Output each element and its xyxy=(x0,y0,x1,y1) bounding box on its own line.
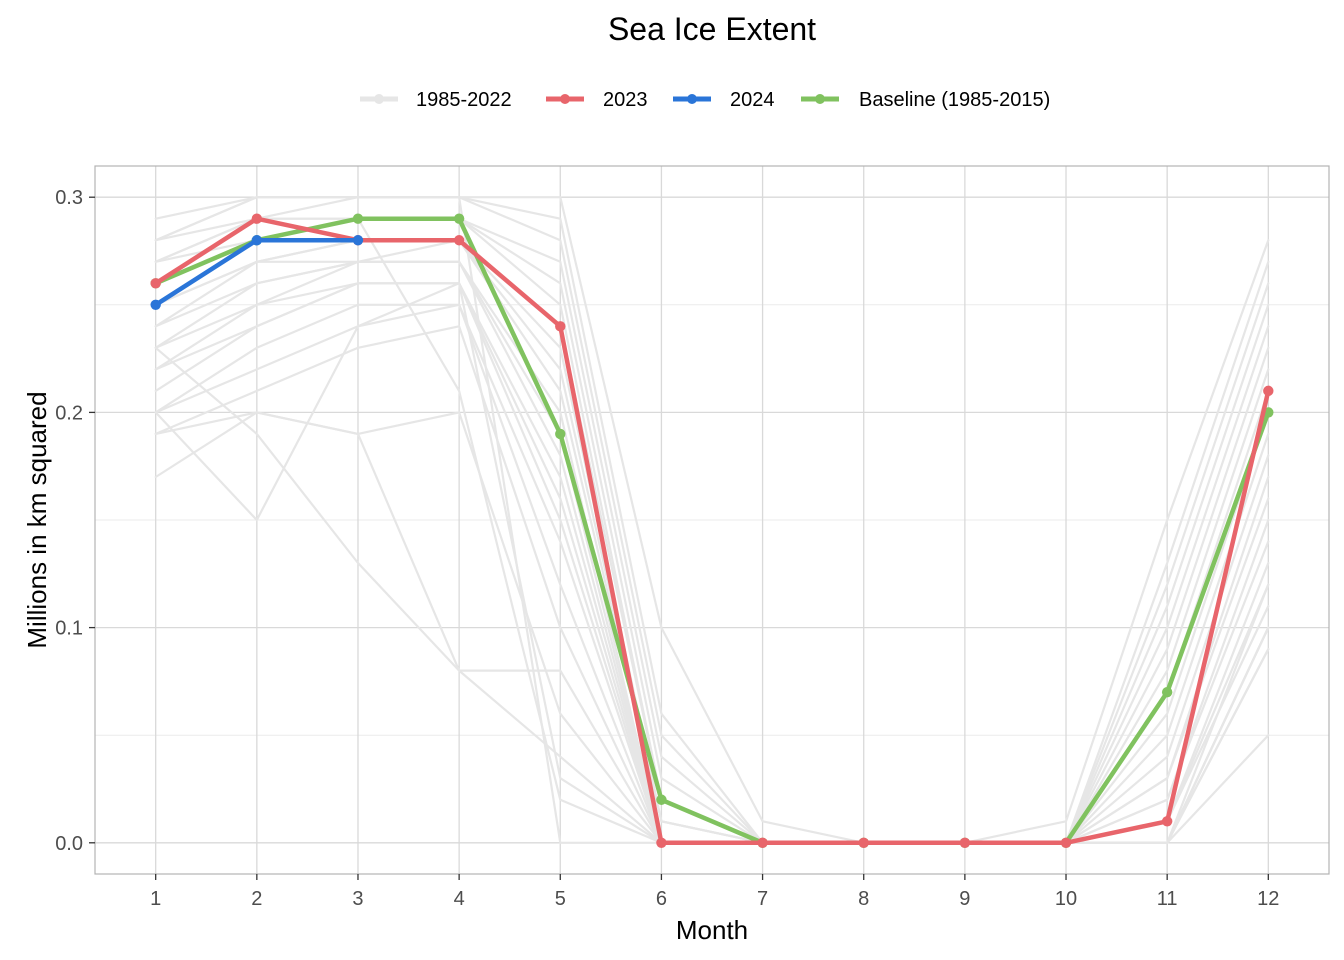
data-point xyxy=(453,213,465,224)
data-point xyxy=(555,321,566,332)
background-year-line xyxy=(154,217,1270,844)
y-tick-label: 0.1 xyxy=(55,618,83,640)
data-point xyxy=(757,837,768,848)
data-point xyxy=(959,837,971,848)
background-year-line xyxy=(154,217,1270,844)
y-tick-label: 0.3 xyxy=(55,187,83,209)
data-point xyxy=(352,213,364,224)
background-year-line xyxy=(154,196,1270,844)
x-tick-label: 4 xyxy=(454,888,465,910)
highlighted-series xyxy=(150,213,1274,848)
background-year-line xyxy=(154,260,1270,844)
data-point xyxy=(1060,837,1072,848)
legend-label: 2024 xyxy=(730,89,775,111)
chart-title: Sea Ice Extent xyxy=(608,11,816,47)
x-tick-label: 6 xyxy=(656,888,667,910)
legend-label: Baseline (1985-2015) xyxy=(859,89,1050,111)
x-tick-label: 8 xyxy=(858,888,869,910)
background-year-line xyxy=(154,217,1270,844)
legend: 1985-2022 2023 2024 Baseline (1985-2015) xyxy=(360,89,1050,111)
legend-item-2024: 2024 xyxy=(673,89,775,111)
legend-item-1985-2022: 1985-2022 xyxy=(360,89,512,111)
data-point xyxy=(251,213,263,224)
x-axis-ticks: 1 2 3 4 5 6 7 8 9 10 11 12 xyxy=(150,874,1279,910)
background-year-line xyxy=(154,217,1270,844)
legend-swatch-point xyxy=(560,94,570,104)
grid xyxy=(95,166,1329,874)
y-tick-label: 0.2 xyxy=(55,402,83,424)
data-point xyxy=(1263,385,1274,397)
data-point xyxy=(150,278,161,289)
data-point xyxy=(656,794,667,805)
data-point xyxy=(858,837,869,848)
y-tick-label: 0.0 xyxy=(55,833,83,855)
legend-item-2023: 2023 xyxy=(546,89,648,111)
x-tick-label: 5 xyxy=(555,888,566,910)
legend-swatch-point xyxy=(374,94,384,104)
x-tick-label: 1 xyxy=(150,888,161,910)
data-point xyxy=(1161,816,1173,827)
x-tick-label: 12 xyxy=(1257,888,1279,910)
legend-label: 2023 xyxy=(603,89,648,111)
data-point xyxy=(150,299,161,311)
data-point xyxy=(453,235,465,246)
legend-item-baseline: Baseline (1985-2015) xyxy=(801,89,1050,111)
data-point xyxy=(251,235,263,246)
legend-label: 1985-2022 xyxy=(416,89,512,111)
x-tick-label: 3 xyxy=(352,888,363,910)
x-tick-label: 11 xyxy=(1157,888,1178,910)
data-point xyxy=(352,235,364,246)
background-year-line xyxy=(154,260,1270,844)
y-axis-title: Millions in km squared xyxy=(22,391,52,648)
series-2024 xyxy=(150,235,364,311)
x-tick-label: 7 xyxy=(757,888,768,910)
series-line xyxy=(153,216,1271,846)
data-point xyxy=(555,428,566,440)
series-line xyxy=(153,216,1271,846)
x-tick-label: 9 xyxy=(959,888,970,910)
y-axis-ticks: 0.0 0.1 0.2 0.3 xyxy=(55,187,95,855)
data-point xyxy=(1161,686,1173,698)
x-tick-label: 2 xyxy=(251,888,262,910)
legend-swatch-point xyxy=(687,94,697,104)
plot-panel-border xyxy=(94,165,1330,875)
legend-swatch-point xyxy=(815,94,825,104)
background-year-line xyxy=(154,239,1270,844)
x-tick-label: 10 xyxy=(1055,888,1077,910)
x-axis-title: Month xyxy=(676,915,748,945)
background-year-line xyxy=(154,260,1270,844)
data-point xyxy=(656,837,667,848)
